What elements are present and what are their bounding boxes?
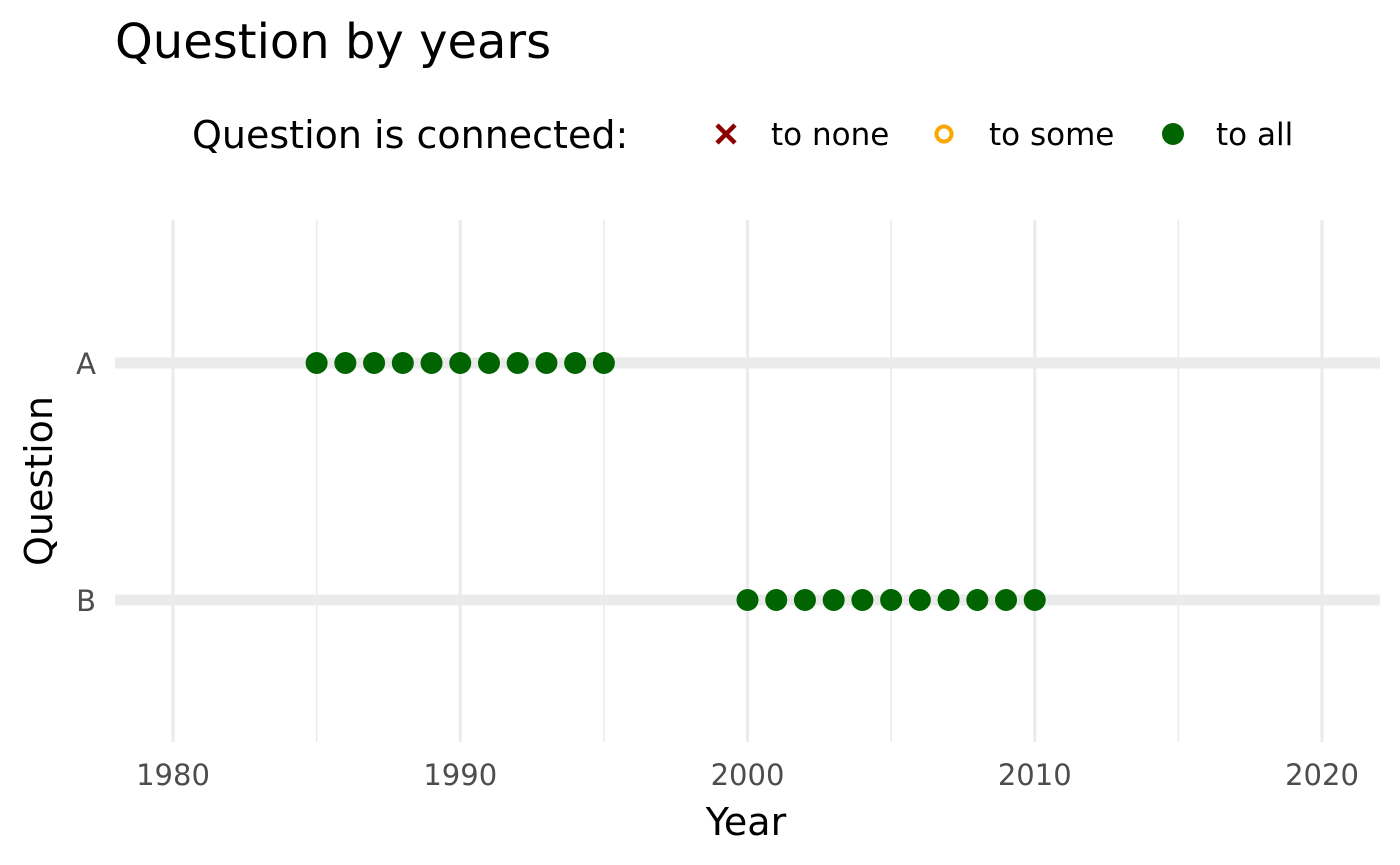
legend-label: to all	[1216, 117, 1293, 153]
data-point	[363, 352, 386, 374]
data-point	[420, 352, 443, 374]
data-point	[477, 352, 500, 374]
data-point	[736, 589, 759, 611]
legend-key-open-circle-icon	[934, 124, 954, 144]
cross-stroke	[715, 123, 737, 145]
data-point	[592, 352, 615, 374]
legend-key-cross-icon	[715, 123, 737, 145]
data-point	[966, 589, 989, 611]
legend-title: Question is connected:	[192, 113, 628, 157]
data-point	[506, 352, 529, 374]
data-point	[822, 589, 845, 611]
legend-label: to some	[989, 117, 1114, 153]
x-tick-label: 2020	[1285, 758, 1359, 792]
data-point	[908, 589, 931, 611]
data-point	[995, 589, 1018, 611]
data-point	[793, 589, 816, 611]
y-axis-title: Question	[17, 396, 61, 566]
data-point	[937, 589, 960, 611]
x-tick-label: 1990	[423, 758, 497, 792]
chart-title: Question by years	[115, 14, 551, 70]
x-tick-label: 2010	[998, 758, 1072, 792]
x-tick-label: 2000	[711, 758, 785, 792]
data-point	[880, 589, 903, 611]
x-tick-label: 1980	[136, 758, 210, 792]
legend-key-filled-circle-icon	[1162, 123, 1184, 145]
data-point	[449, 352, 472, 374]
x-axis-title: Year	[705, 800, 787, 844]
legend-label: to none	[771, 117, 889, 153]
data-point	[334, 352, 357, 374]
plot-area: 1980 1990 2000 2010 2020 A B	[76, 220, 1380, 792]
legend: Question is connected: to none to some to …	[192, 113, 1293, 157]
data-point	[851, 589, 874, 611]
data-point	[564, 352, 587, 374]
data-point	[391, 352, 414, 374]
data-point	[305, 352, 328, 374]
data-point	[765, 589, 788, 611]
data-point	[535, 352, 558, 374]
y-tick-label: A	[76, 347, 96, 381]
data-point	[1023, 589, 1046, 611]
y-tick-label: B	[76, 584, 96, 618]
